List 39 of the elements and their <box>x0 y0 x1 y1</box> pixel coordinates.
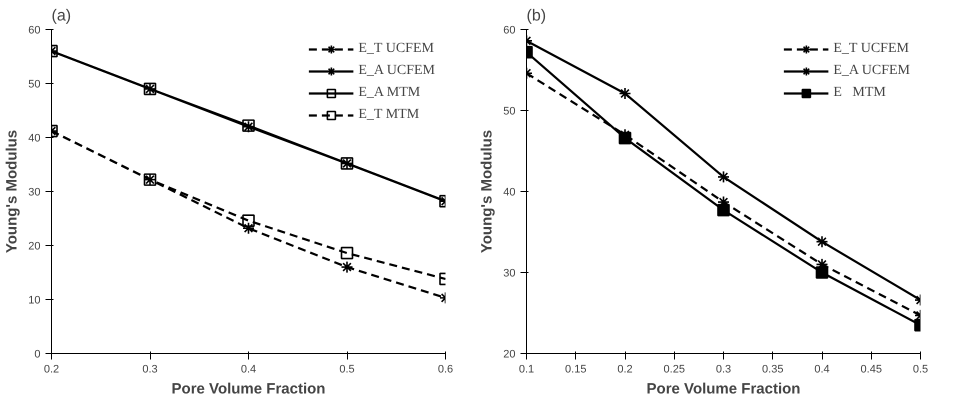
x-tick-label: 0.2 <box>617 364 633 376</box>
legend-label: E MTM <box>833 85 886 101</box>
x-tick-label: 0.25 <box>664 364 685 376</box>
x-axis-title: Pore Volume Fraction <box>172 380 326 398</box>
x-axis-title: Pore Volume Fraction <box>646 380 800 398</box>
x-tick-label: 0.3 <box>142 364 158 376</box>
y-tick-label: 30 <box>28 186 41 198</box>
y-tick-label: 60 <box>503 24 516 36</box>
x-tick-label: 0.35 <box>762 364 784 376</box>
y-tick-label: 40 <box>503 186 516 198</box>
legend-label: E_A UCFEM <box>833 63 910 79</box>
chart-title: (a) <box>52 8 72 24</box>
chart-title: (b) <box>526 8 546 24</box>
x-tick-label: 0.2 <box>44 364 60 376</box>
y-tick-label: 30 <box>503 268 516 280</box>
x-tick-label: 0.6 <box>438 364 454 376</box>
x-tick-label: 0.5 <box>912 364 928 376</box>
y-tick-label: 20 <box>503 348 516 360</box>
y-axis-title: Young's Modulus <box>478 130 496 254</box>
legend-label: E_A MTM <box>358 85 420 101</box>
y-tick-label: 20 <box>28 240 41 252</box>
x-tick-label: 0.1 <box>518 364 534 376</box>
legend-label: E_T MTM <box>358 107 420 123</box>
legend-label: E_T UCFEM <box>833 41 909 57</box>
legend-label: E_T UCFEM <box>358 41 434 57</box>
y-tick-label: 10 <box>28 294 41 306</box>
x-tick-label: 0.45 <box>860 364 882 376</box>
y-tick-label: 50 <box>503 106 516 118</box>
y-tick-label: 40 <box>28 132 41 144</box>
x-tick-label: 0.4 <box>240 364 256 376</box>
legend-label: E_A UCFEM <box>358 63 435 79</box>
x-tick-label: 0.15 <box>565 364 586 376</box>
x-tick-label: 0.3 <box>716 364 732 376</box>
y-tick-label: 0 <box>34 348 41 360</box>
y-tick-label: 60 <box>28 24 41 36</box>
y-axis-title: Young's Modulus <box>3 130 20 254</box>
x-tick-label: 0.4 <box>814 364 830 376</box>
y-tick-label: 50 <box>28 78 41 90</box>
x-tick-label: 0.5 <box>339 364 355 376</box>
